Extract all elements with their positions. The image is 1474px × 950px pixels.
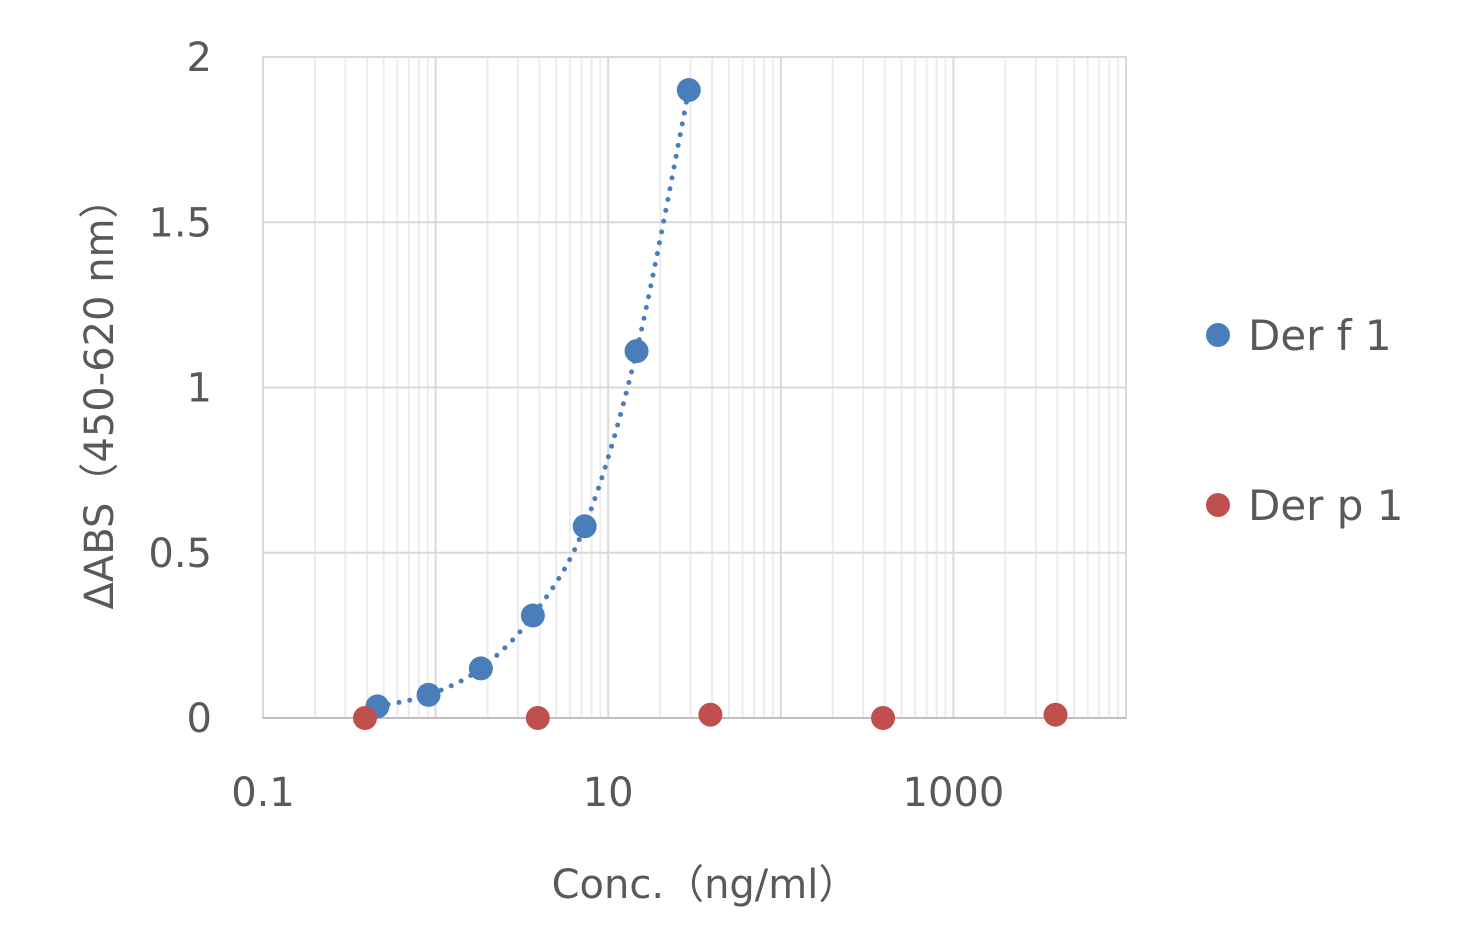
y-tick-label: 2 [187, 35, 212, 81]
y-tick-labels: 0 0.5 1 1.5 2 [148, 35, 212, 742]
trendline-der-f-1 [374, 87, 692, 709]
legend: Der f 1 Der p 1 [1206, 311, 1404, 530]
trendlines [374, 87, 692, 709]
x-axis-label: Conc.（ng/ml） [552, 862, 859, 908]
data-point-der-f-1 [676, 78, 701, 103]
legend-marker-der-f-1 [1206, 323, 1230, 347]
data-point-der-f-1 [468, 656, 493, 681]
data-point-der-p-1 [1043, 702, 1068, 727]
data-point-der-p-1 [871, 706, 896, 730]
data-point-der-p-1 [698, 702, 723, 727]
data-points [353, 78, 1068, 730]
x-tick-label: 0.1 [231, 770, 295, 816]
data-point-der-f-1 [520, 603, 545, 628]
legend-label-der-p-1: Der p 1 [1248, 481, 1404, 530]
data-point-der-p-1 [353, 706, 378, 730]
x-tick-label: 10 [583, 770, 634, 816]
data-point-der-p-1 [525, 706, 550, 730]
legend-marker-der-p-1 [1206, 493, 1230, 517]
x-tick-labels: 0.1 10 1000 [231, 770, 1004, 816]
y-tick-label: 1 [187, 366, 212, 412]
data-point-der-f-1 [416, 682, 441, 707]
x-tick-label: 1000 [903, 770, 1005, 816]
y-tick-label: 0 [187, 696, 212, 742]
data-point-der-f-1 [624, 339, 649, 364]
y-tick-label: 1.5 [148, 200, 212, 246]
legend-label-der-f-1: Der f 1 [1248, 311, 1392, 360]
data-point-der-f-1 [572, 514, 597, 539]
y-axis-label: ΔABS（450-620 nm） [77, 178, 123, 609]
y-tick-label: 0.5 [148, 531, 212, 577]
